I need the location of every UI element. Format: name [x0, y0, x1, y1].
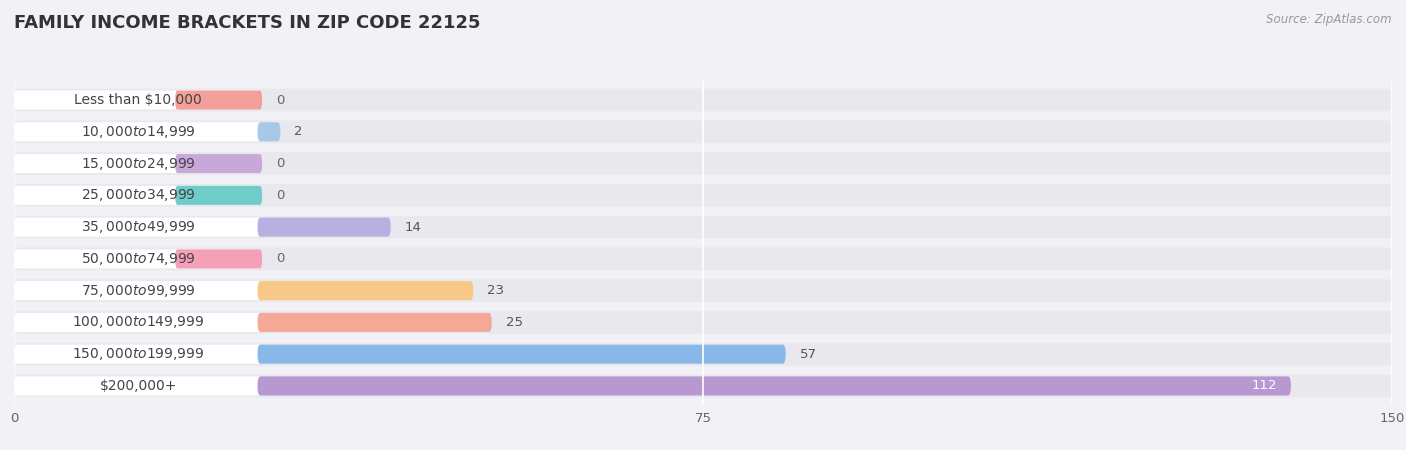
FancyBboxPatch shape	[14, 121, 1392, 143]
FancyBboxPatch shape	[14, 184, 1392, 207]
Text: 25: 25	[506, 316, 523, 329]
Text: 23: 23	[486, 284, 505, 297]
Text: $100,000 to $149,999: $100,000 to $149,999	[72, 315, 204, 330]
Text: $35,000 to $49,999: $35,000 to $49,999	[80, 219, 195, 235]
Text: 0: 0	[276, 189, 284, 202]
Text: 0: 0	[276, 157, 284, 170]
Text: Source: ZipAtlas.com: Source: ZipAtlas.com	[1267, 14, 1392, 27]
Text: $150,000 to $199,999: $150,000 to $199,999	[72, 346, 204, 362]
FancyBboxPatch shape	[257, 281, 474, 300]
FancyBboxPatch shape	[14, 152, 1392, 175]
FancyBboxPatch shape	[14, 281, 262, 300]
Text: $25,000 to $34,999: $25,000 to $34,999	[80, 187, 195, 203]
FancyBboxPatch shape	[257, 218, 391, 237]
FancyBboxPatch shape	[14, 311, 1392, 334]
FancyBboxPatch shape	[14, 122, 262, 141]
Text: $50,000 to $74,999: $50,000 to $74,999	[80, 251, 195, 267]
Text: $75,000 to $99,999: $75,000 to $99,999	[80, 283, 195, 299]
FancyBboxPatch shape	[14, 374, 1392, 397]
FancyBboxPatch shape	[14, 154, 262, 173]
Text: $15,000 to $24,999: $15,000 to $24,999	[80, 156, 195, 171]
FancyBboxPatch shape	[14, 343, 1392, 365]
Text: 112: 112	[1251, 379, 1277, 392]
FancyBboxPatch shape	[14, 345, 262, 364]
Text: 0: 0	[276, 94, 284, 107]
FancyBboxPatch shape	[14, 313, 262, 332]
FancyBboxPatch shape	[14, 218, 262, 237]
FancyBboxPatch shape	[176, 186, 262, 205]
Text: 14: 14	[405, 220, 422, 234]
FancyBboxPatch shape	[14, 89, 1392, 112]
FancyBboxPatch shape	[257, 122, 280, 141]
Text: 0: 0	[276, 252, 284, 266]
Text: $200,000+: $200,000+	[100, 379, 177, 393]
FancyBboxPatch shape	[176, 154, 262, 173]
FancyBboxPatch shape	[14, 90, 262, 110]
Text: FAMILY INCOME BRACKETS IN ZIP CODE 22125: FAMILY INCOME BRACKETS IN ZIP CODE 22125	[14, 14, 481, 32]
FancyBboxPatch shape	[257, 376, 1291, 396]
FancyBboxPatch shape	[176, 90, 262, 110]
FancyBboxPatch shape	[14, 248, 1392, 270]
FancyBboxPatch shape	[176, 249, 262, 268]
FancyBboxPatch shape	[14, 216, 1392, 238]
FancyBboxPatch shape	[14, 279, 1392, 302]
Text: Less than $10,000: Less than $10,000	[75, 93, 202, 107]
Text: $10,000 to $14,999: $10,000 to $14,999	[80, 124, 195, 140]
FancyBboxPatch shape	[14, 249, 262, 268]
Text: 2: 2	[294, 125, 302, 138]
FancyBboxPatch shape	[14, 186, 262, 205]
FancyBboxPatch shape	[257, 345, 786, 364]
FancyBboxPatch shape	[257, 313, 492, 332]
Text: 57: 57	[800, 348, 817, 361]
FancyBboxPatch shape	[14, 376, 262, 396]
